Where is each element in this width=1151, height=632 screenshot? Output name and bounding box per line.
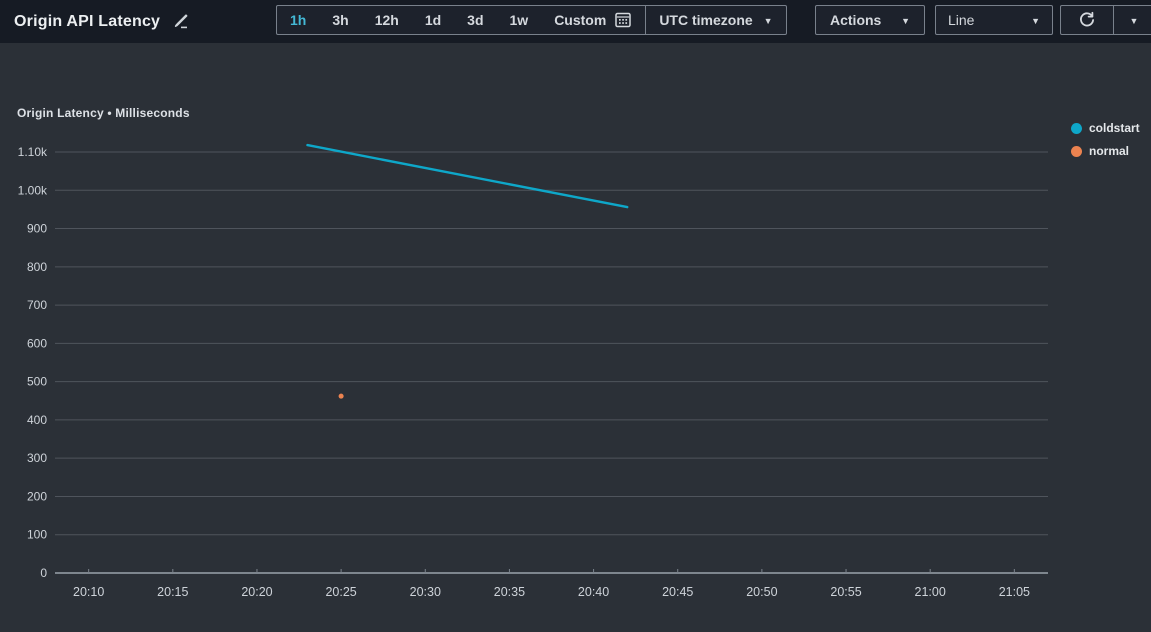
time-range-3h[interactable]: 3h — [332, 12, 349, 28]
y-tick-label: 700 — [27, 298, 47, 312]
chart-type-select[interactable]: Line ▼ — [935, 5, 1053, 35]
y-tick-label: 900 — [27, 222, 47, 236]
y-tick-label: 1.10k — [18, 145, 48, 159]
y-tick-label: 500 — [27, 375, 47, 389]
y-tick-label: 100 — [27, 528, 47, 542]
time-range-3d[interactable]: 3d — [467, 12, 484, 28]
refresh-options-button[interactable]: ▼ — [1114, 6, 1151, 34]
time-range-1w[interactable]: 1w — [509, 12, 529, 28]
time-range-custom[interactable]: Custom — [541, 6, 645, 34]
chevron-down-icon: ▼ — [763, 15, 773, 26]
custom-label: Custom — [554, 12, 607, 28]
refresh-split-button: ▼ — [1060, 5, 1151, 35]
y-tick-label: 600 — [27, 336, 47, 350]
refresh-button[interactable] — [1061, 6, 1114, 34]
y-tick-label: 300 — [27, 451, 47, 465]
edit-pencil-icon[interactable] — [172, 13, 189, 30]
y-tick-label: 1.00k — [18, 183, 48, 197]
chart-title: Origin Latency • Milliseconds — [17, 106, 190, 120]
chart-type-value: Line — [948, 12, 975, 28]
series-normal-point — [338, 393, 344, 399]
chart-legend: coldstart normal — [1071, 121, 1140, 158]
actions-label: Actions — [830, 12, 882, 28]
timezone-dropdown[interactable]: UTC timezone ▼ — [645, 6, 785, 34]
chevron-down-icon: ▼ — [1129, 15, 1139, 26]
y-tick-label: 400 — [27, 413, 47, 427]
chevron-down-icon: ▼ — [1031, 15, 1040, 26]
x-tick-label: 21:00 — [915, 585, 946, 599]
toolbar: Origin API Latency 1h 3h 12h 1d 3d 1w Cu… — [0, 0, 1151, 43]
actions-button[interactable]: Actions ▼ — [815, 5, 925, 35]
page-title: Origin API Latency — [14, 12, 161, 30]
time-range-group: 1h 3h 12h 1d 3d 1w Custom UTC timezone ▼ — [276, 5, 787, 35]
x-tick-label: 20:50 — [746, 585, 777, 599]
x-tick-label: 20:55 — [830, 585, 861, 599]
legend-item-coldstart[interactable]: coldstart — [1071, 121, 1140, 135]
x-tick-label: 20:35 — [494, 585, 525, 599]
x-tick-label: 20:30 — [410, 585, 441, 599]
chart-panel: 0 100 200 300 400 500 600 700 800 900 1.00k 1.10k 20… — [0, 43, 1151, 632]
series-coldstart — [306, 143, 629, 209]
x-tick-label: 20:45 — [662, 585, 693, 599]
y-tick-label: 0 — [40, 566, 47, 580]
x-tick-label: 20:15 — [157, 585, 188, 599]
latency-chart[interactable]: 0 100 200 300 400 500 600 700 800 900 1.00k 1.10k 20… — [0, 43, 1151, 632]
x-tick-label: 21:05 — [999, 585, 1030, 599]
legend-label: coldstart — [1089, 121, 1140, 135]
normal-swatch-icon — [1071, 145, 1082, 157]
legend-item-normal[interactable]: normal — [1071, 144, 1140, 158]
x-tick-label: 20:40 — [578, 585, 609, 599]
y-tick-label: 800 — [27, 260, 47, 274]
calendar-icon[interactable] — [614, 11, 632, 29]
x-tick-label: 20:10 — [73, 585, 104, 599]
time-range-12h[interactable]: 12h — [374, 12, 399, 28]
time-range-1d[interactable]: 1d — [424, 12, 442, 28]
x-tick-label: 20:20 — [241, 585, 272, 599]
x-tick-label: 20:25 — [325, 585, 356, 599]
time-range-1h[interactable]: 1h — [290, 12, 307, 28]
legend-label: normal — [1089, 144, 1130, 158]
y-tick-label: 200 — [27, 489, 47, 503]
timezone-label: UTC timezone — [659, 12, 753, 28]
refresh-icon — [1078, 11, 1096, 29]
title-wrap: Origin API Latency — [14, 0, 189, 43]
chevron-down-icon: ▼ — [901, 15, 910, 26]
coldstart-swatch-icon — [1071, 122, 1082, 134]
